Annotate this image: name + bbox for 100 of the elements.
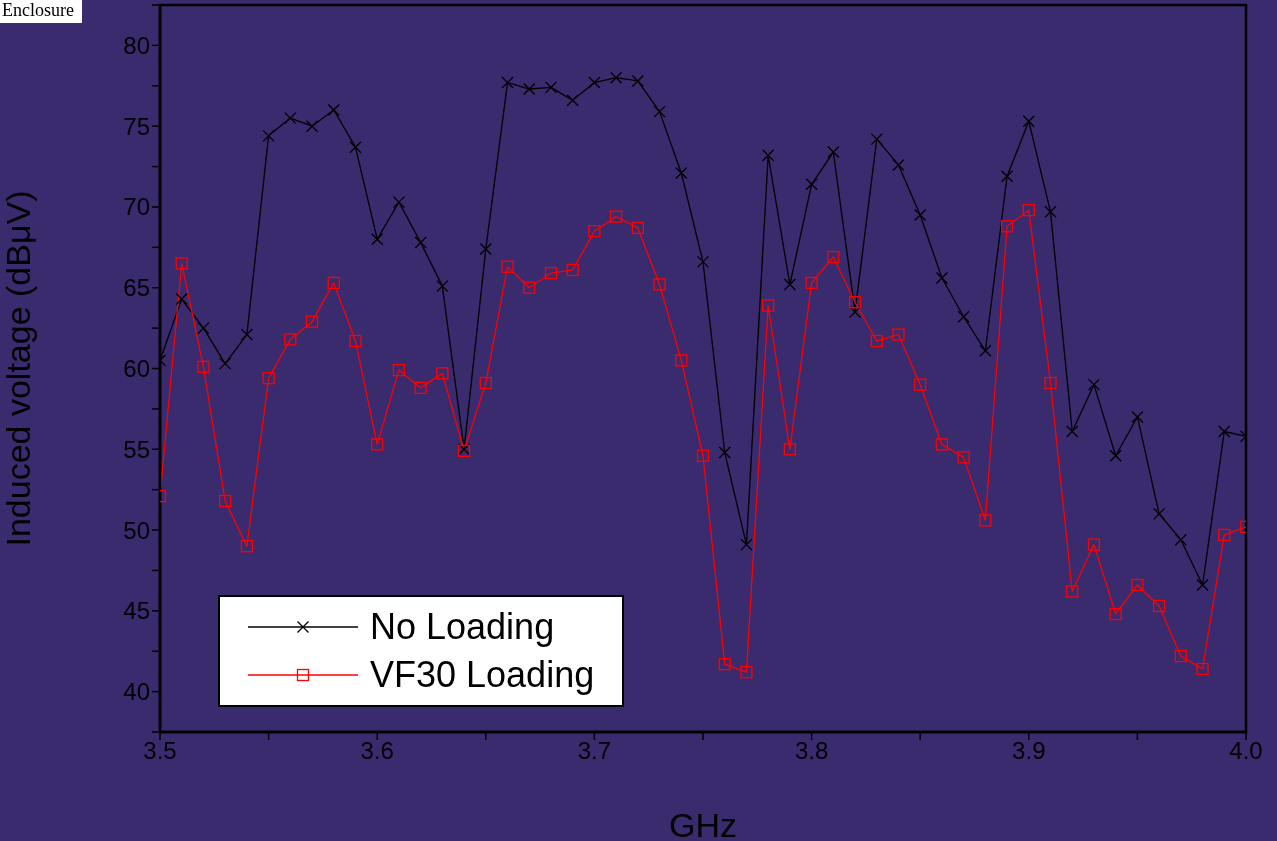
x-axis-title: GHz [669, 806, 737, 841]
point [783, 278, 797, 291]
point [696, 255, 710, 269]
point [631, 74, 644, 88]
x-tick-label: 4.0 [1229, 737, 1263, 765]
point [197, 321, 210, 335]
point [240, 540, 254, 553]
point [262, 372, 275, 385]
y-axis-title: Induced voltage (dBμV) [0, 190, 38, 547]
point [631, 221, 644, 235]
point [414, 381, 427, 395]
point [935, 271, 949, 285]
point [696, 449, 710, 462]
point [718, 658, 731, 671]
point [1044, 205, 1057, 218]
point [870, 132, 883, 146]
point [305, 120, 319, 133]
point [544, 81, 558, 94]
point [175, 292, 188, 306]
point [805, 178, 818, 191]
point [1087, 378, 1101, 391]
point [914, 208, 927, 222]
point [762, 149, 775, 162]
point [1000, 220, 1014, 233]
point [653, 278, 666, 291]
x-tick-label: 3.6 [360, 737, 394, 765]
y-tick-label: 75 [123, 112, 150, 140]
point [935, 438, 949, 451]
point [1066, 425, 1079, 438]
point [892, 158, 905, 172]
point [805, 276, 818, 290]
point [1152, 599, 1166, 613]
point [957, 451, 970, 464]
point [957, 310, 970, 323]
y-tick-label: 55 [123, 435, 150, 463]
y-tick-label: 40 [123, 678, 150, 706]
point [327, 276, 340, 290]
point [1000, 170, 1014, 183]
point [653, 105, 666, 118]
y-tick-label: 50 [123, 516, 150, 544]
point [262, 129, 275, 143]
point [848, 296, 862, 309]
point [1022, 204, 1035, 217]
point [371, 233, 384, 246]
point [479, 242, 492, 256]
point [349, 334, 362, 348]
y-tick-label: 70 [123, 193, 150, 221]
x-tick-label: 3.8 [794, 737, 829, 765]
y-tick-label: 45 [123, 597, 150, 625]
legend-label: VF30 Loading [370, 654, 595, 696]
point [501, 76, 514, 89]
y-tick-label: 80 [123, 31, 150, 59]
point [718, 446, 731, 459]
point [219, 357, 232, 370]
point [1109, 449, 1122, 462]
y-tick-label: 60 [123, 355, 150, 383]
point [740, 538, 753, 551]
x-tick-label: 3.7 [577, 737, 612, 765]
point [1022, 115, 1035, 128]
point [1174, 649, 1187, 663]
point [414, 236, 427, 249]
point [479, 376, 492, 390]
point [284, 111, 297, 125]
text: Enclosure [0, 0, 82, 23]
point [1131, 578, 1144, 592]
x-tick-label: 3.9 [1012, 737, 1046, 765]
point [1196, 578, 1209, 592]
point [175, 257, 188, 270]
point [349, 141, 362, 154]
point [436, 367, 449, 380]
point [1152, 507, 1166, 521]
point [1109, 607, 1122, 621]
point [609, 71, 623, 84]
point [783, 443, 797, 456]
point [240, 328, 254, 341]
point [219, 494, 232, 508]
point [284, 333, 297, 346]
point [523, 82, 536, 96]
x-tick-label: 3.5 [143, 737, 177, 765]
point [1196, 662, 1209, 676]
point [979, 514, 992, 527]
point [870, 334, 883, 348]
point [848, 305, 862, 319]
point [501, 260, 514, 273]
point [197, 360, 210, 374]
point [544, 267, 558, 280]
point [675, 354, 688, 367]
point [1218, 528, 1231, 542]
point [1044, 376, 1057, 390]
point [675, 166, 688, 180]
point [1174, 533, 1187, 546]
point [1066, 585, 1079, 598]
point [1087, 538, 1101, 551]
point [588, 76, 601, 89]
point [827, 145, 840, 159]
point [1218, 425, 1231, 438]
point [1131, 410, 1144, 424]
point [892, 328, 905, 341]
point [392, 195, 406, 209]
point [566, 263, 579, 277]
